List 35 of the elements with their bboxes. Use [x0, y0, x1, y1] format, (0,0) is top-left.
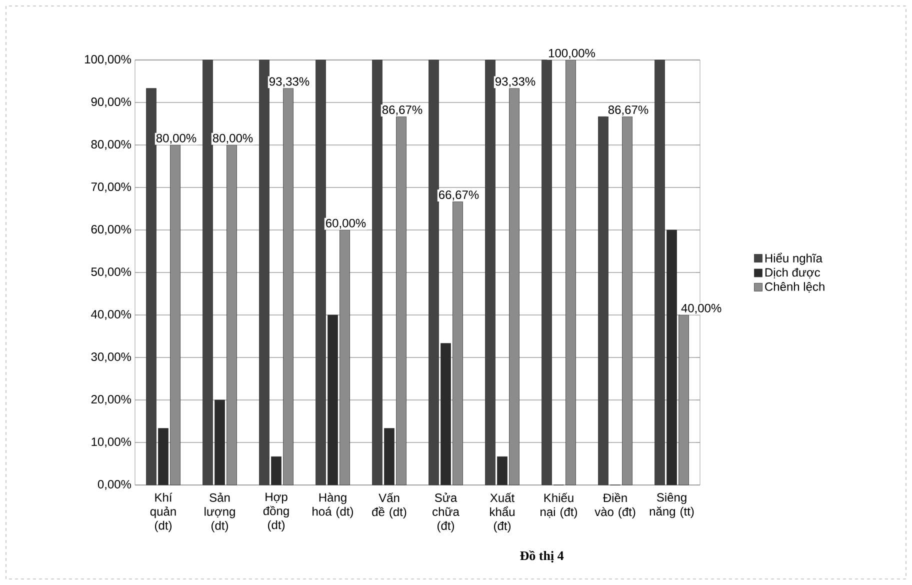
data-label: 100,00%	[548, 48, 596, 59]
y-tick-label: 30,00%	[91, 352, 132, 362]
data-label: 80,00%	[212, 134, 253, 144]
y-tick-label: 50,00%	[91, 268, 132, 278]
x-tick-label: Xuất khẩu (đt)	[490, 492, 515, 532]
x-tick-label: Khiếu nại (đt)	[540, 492, 578, 518]
y-tick-label: 70,00%	[91, 182, 132, 192]
data-label: 93,33%	[495, 77, 536, 88]
x-tick-label: Sửa chữa (đt)	[432, 492, 460, 532]
y-tick-label: 90,00%	[91, 98, 132, 108]
data-label: 93,33%	[269, 77, 310, 88]
y-tick-label: 80,00%	[91, 140, 132, 150]
y-tick-label: 60,00%	[91, 225, 132, 235]
data-label: 80,00%	[156, 134, 196, 144]
data-label: 86,67%	[382, 106, 422, 116]
y-tick-label: 20,00%	[91, 395, 132, 405]
y-tick-label: 0,00%	[98, 480, 132, 490]
x-tick-label: Điền vào (đt)	[594, 492, 636, 518]
legend-label: Chênh lệch	[765, 282, 824, 293]
legend-label: Hiểu nghĩa	[765, 252, 822, 265]
x-tick-label: Hàng hoá (dt)	[312, 492, 354, 518]
data-label: 60,00%	[326, 218, 366, 229]
x-tick-label: Sản lượng (dt)	[204, 492, 235, 532]
data-label: 40,00%	[681, 304, 722, 314]
x-tick-label: Vấn đề (dt)	[372, 492, 406, 518]
y-tick-label: 40,00%	[91, 310, 132, 320]
x-tick-label: Hợp đồng (dt)	[263, 492, 289, 532]
x-tick-label: Khí quản (dt)	[150, 492, 176, 532]
y-tick-label: 100,00%	[85, 55, 132, 65]
y-tick-label: 10,00%	[92, 438, 132, 448]
x-tick-label: Siêng năng (tt)	[650, 492, 694, 518]
data-label: 86,67%	[608, 106, 648, 116]
data-label: 66,67%	[439, 190, 479, 200]
text: Đồ thị 4	[520, 550, 564, 563]
legend-label: Dịch được	[765, 268, 820, 278]
